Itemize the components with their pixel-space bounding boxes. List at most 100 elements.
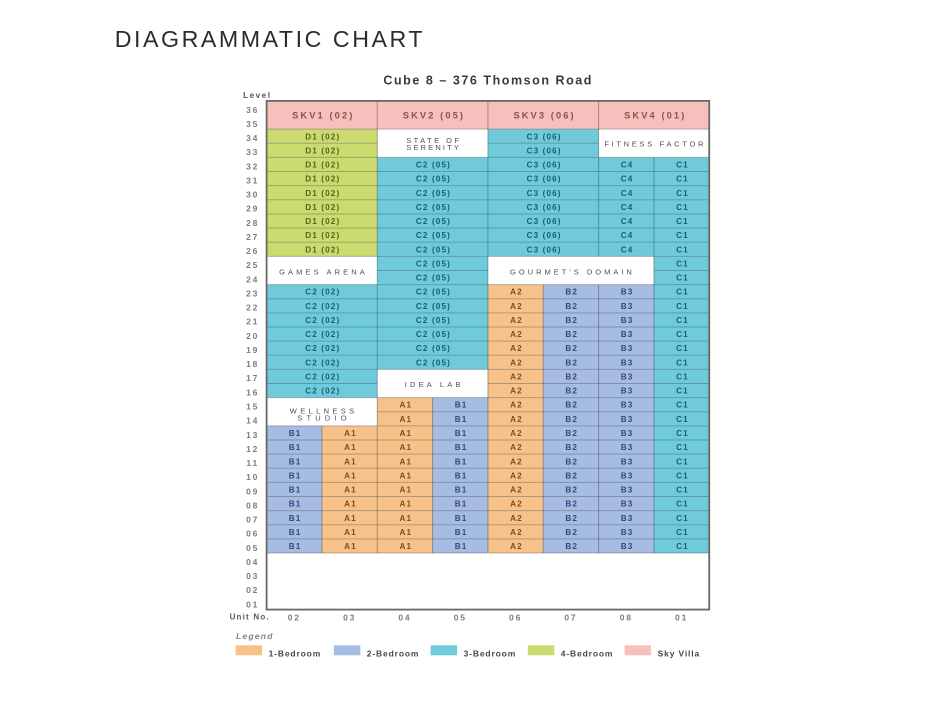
svg-text:B2: B2	[565, 316, 578, 325]
svg-text:A1: A1	[399, 471, 412, 480]
svg-text:36: 36	[246, 105, 259, 115]
svg-text:A2: A2	[510, 316, 523, 325]
svg-text:C1: C1	[676, 231, 689, 240]
svg-text:35: 35	[246, 119, 259, 129]
svg-text:C2 (02): C2 (02)	[305, 387, 340, 396]
svg-text:1-Bedroom: 1-Bedroom	[269, 648, 322, 658]
svg-text:C2 (05): C2 (05)	[416, 302, 451, 311]
svg-text:C1: C1	[676, 415, 689, 424]
svg-text:A1: A1	[344, 457, 357, 466]
svg-text:C1: C1	[676, 245, 689, 254]
svg-text:C1: C1	[676, 500, 689, 509]
svg-text:C1: C1	[676, 358, 689, 367]
svg-text:C1: C1	[676, 457, 689, 466]
svg-text:22: 22	[246, 303, 259, 313]
svg-text:Unit No.: Unit No.	[230, 612, 270, 621]
svg-text:C2 (02): C2 (02)	[305, 344, 340, 353]
svg-text:B1: B1	[455, 401, 468, 410]
svg-text:03: 03	[246, 571, 259, 581]
svg-text:10: 10	[246, 472, 259, 482]
svg-text:C1: C1	[676, 316, 689, 325]
svg-text:B2: B2	[565, 288, 578, 297]
svg-text:04: 04	[398, 612, 411, 622]
svg-text:12: 12	[246, 444, 259, 454]
svg-text:A2: A2	[510, 344, 523, 353]
svg-text:C1: C1	[676, 203, 689, 212]
svg-text:C2 (05): C2 (05)	[416, 288, 451, 297]
svg-text:B3: B3	[621, 500, 634, 509]
svg-text:C2 (05): C2 (05)	[416, 161, 451, 170]
svg-text:07: 07	[564, 612, 577, 622]
svg-text:C3 (06): C3 (06)	[527, 231, 562, 240]
svg-text:C2 (05): C2 (05)	[416, 175, 451, 184]
svg-text:B2: B2	[565, 415, 578, 424]
svg-text:03: 03	[343, 612, 356, 622]
svg-text:B3: B3	[621, 528, 634, 537]
svg-text:D1 (02): D1 (02)	[305, 203, 340, 212]
svg-text:SERENITY: SERENITY	[406, 143, 461, 152]
svg-text:B2: B2	[565, 471, 578, 480]
svg-text:STUDIO: STUDIO	[297, 413, 351, 422]
svg-text:B1: B1	[289, 429, 302, 438]
svg-text:SKV3 (06): SKV3 (06)	[513, 110, 575, 120]
svg-text:30: 30	[246, 190, 259, 200]
svg-text:B1: B1	[289, 443, 302, 452]
svg-text:C3 (06): C3 (06)	[527, 146, 562, 155]
svg-text:D1 (02): D1 (02)	[305, 217, 340, 226]
svg-text:B1: B1	[455, 415, 468, 424]
svg-text:D1 (02): D1 (02)	[305, 231, 340, 240]
svg-text:C1: C1	[676, 471, 689, 480]
svg-text:2-Bedroom: 2-Bedroom	[367, 648, 420, 658]
svg-text:B2: B2	[565, 330, 578, 339]
svg-text:A1: A1	[399, 457, 412, 466]
svg-text:A1: A1	[344, 500, 357, 509]
svg-text:02: 02	[246, 585, 259, 595]
svg-text:B3: B3	[621, 542, 634, 551]
svg-text:26: 26	[246, 246, 259, 256]
svg-text:B2: B2	[565, 387, 578, 396]
svg-text:B3: B3	[621, 330, 634, 339]
svg-text:A2: A2	[510, 372, 523, 381]
svg-text:A2: A2	[510, 401, 523, 410]
svg-text:A1: A1	[399, 486, 412, 495]
svg-text:A2: A2	[510, 302, 523, 311]
svg-text:B2: B2	[565, 443, 578, 452]
svg-text:C2 (05): C2 (05)	[416, 344, 451, 353]
svg-text:A2: A2	[510, 443, 523, 452]
svg-text:A1: A1	[344, 514, 357, 523]
svg-text:B2: B2	[565, 344, 578, 353]
svg-text:A1: A1	[399, 443, 412, 452]
svg-text:31: 31	[246, 175, 259, 185]
svg-text:B2: B2	[565, 358, 578, 367]
svg-text:A2: A2	[510, 528, 523, 537]
svg-text:C2 (05): C2 (05)	[416, 217, 451, 226]
svg-text:07: 07	[246, 515, 259, 525]
svg-text:B2: B2	[565, 401, 578, 410]
svg-text:SKV2 (05): SKV2 (05)	[403, 110, 465, 120]
svg-text:05: 05	[454, 612, 467, 622]
svg-text:C2 (02): C2 (02)	[305, 302, 340, 311]
svg-text:C4: C4	[621, 161, 634, 170]
svg-text:34: 34	[246, 133, 259, 143]
svg-text:C2 (05): C2 (05)	[416, 316, 451, 325]
svg-text:B3: B3	[621, 372, 634, 381]
svg-text:B1: B1	[455, 429, 468, 438]
svg-text:B3: B3	[621, 415, 634, 424]
svg-text:B2: B2	[565, 528, 578, 537]
svg-text:B3: B3	[621, 288, 634, 297]
svg-text:A2: A2	[510, 288, 523, 297]
svg-text:C4: C4	[621, 175, 634, 184]
svg-text:C4: C4	[621, 231, 634, 240]
svg-text:C1: C1	[676, 542, 689, 551]
svg-text:B1: B1	[289, 528, 302, 537]
svg-text:Level: Level	[243, 91, 271, 100]
svg-text:GAMES ARENA: GAMES ARENA	[279, 268, 368, 277]
svg-text:C1: C1	[676, 387, 689, 396]
svg-text:C1: C1	[676, 344, 689, 353]
svg-text:A1: A1	[344, 471, 357, 480]
svg-text:C1: C1	[676, 429, 689, 438]
svg-text:D1 (02): D1 (02)	[305, 189, 340, 198]
svg-text:C2 (02): C2 (02)	[305, 330, 340, 339]
svg-text:B2: B2	[565, 486, 578, 495]
svg-text:C1: C1	[676, 330, 689, 339]
